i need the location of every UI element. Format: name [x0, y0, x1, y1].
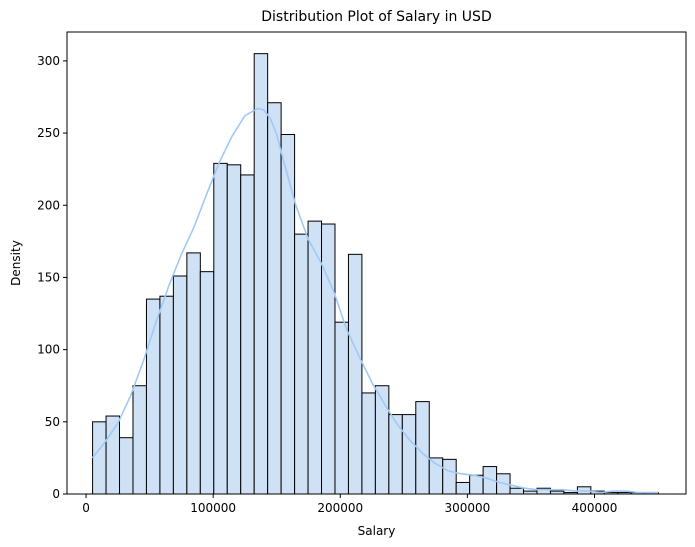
histogram-bar: [186, 252, 201, 495]
histogram-bar: [469, 474, 484, 495]
histogram-bar: [119, 437, 134, 495]
y-axis-title: Density: [9, 240, 23, 286]
plot-frame: [66, 31, 687, 495]
histogram-bar: [509, 487, 525, 495]
y-tick-label: 200: [37, 198, 60, 212]
y-tick-label: 250: [37, 126, 60, 140]
histogram-bar: [307, 220, 323, 495]
histogram-bar: [213, 162, 228, 495]
y-tick-label: 300: [37, 54, 60, 68]
axes-frame: [66, 31, 687, 495]
histogram-bar: [280, 134, 296, 495]
x-tick-label: 400000: [572, 501, 618, 515]
histogram-bar: [226, 164, 242, 495]
histogram-bar: [253, 53, 269, 495]
histogram-bar: [132, 385, 147, 495]
y-tick-label: 50: [45, 415, 60, 429]
x-tick-label: 200000: [317, 501, 363, 515]
histogram-bar: [442, 458, 457, 495]
y-tick-label: 150: [37, 270, 60, 284]
kde-curve-group: [91, 107, 658, 494]
histogram-bar: [159, 295, 174, 495]
histogram-bar: [401, 414, 417, 495]
histogram-bar: [321, 223, 336, 495]
histogram-bar: [455, 481, 471, 495]
histogram-bar: [388, 414, 403, 495]
histogram-bars: [92, 53, 659, 495]
histogram-bar: [267, 102, 282, 495]
histogram-bar: [334, 321, 349, 495]
x-tick-label: 0: [82, 501, 90, 515]
histogram-bar: [105, 415, 121, 495]
histogram-bar: [374, 385, 390, 495]
y-tick-label: 100: [37, 343, 60, 357]
histogram-bar: [172, 275, 188, 495]
y-tick-label: 0: [52, 487, 60, 501]
histogram-bar: [199, 271, 215, 495]
histogram-bar: [240, 174, 255, 495]
x-axis-title: Salary: [358, 524, 396, 538]
chart-title: Distribution Plot of Salary in USD: [261, 9, 491, 25]
x-axis-ticks: 0 100000 200000 300000 400000: [82, 494, 617, 515]
histogram-bar: [361, 392, 376, 495]
x-tick-label: 100000: [190, 501, 236, 515]
y-axis-ticks: 0 50 100 150 200 250 300: [37, 54, 67, 501]
x-tick-label: 300000: [444, 501, 490, 515]
histogram-bar: [92, 421, 107, 495]
kde-line: [91, 107, 658, 494]
histogram-bar: [294, 233, 309, 495]
histogram-bar: [347, 253, 363, 495]
